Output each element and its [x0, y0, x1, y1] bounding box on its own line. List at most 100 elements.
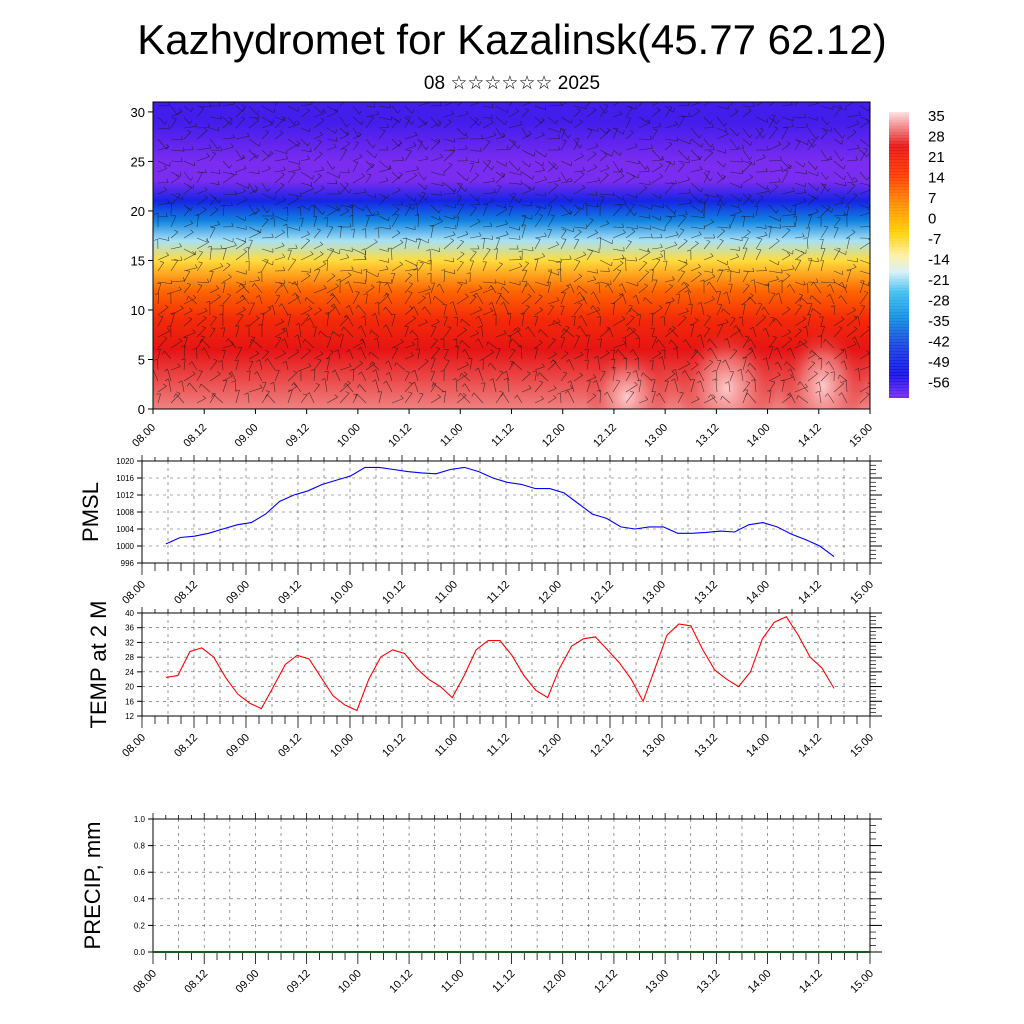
y-tick-label: 25 — [131, 154, 145, 169]
wind-barb-flag — [812, 144, 816, 148]
wind-barb-flag — [198, 171, 203, 173]
wind-barb-flag — [296, 120, 300, 124]
wind-barb — [300, 270, 311, 273]
wind-barb-flag — [679, 391, 684, 394]
wind-barb — [547, 244, 559, 250]
wind-barb-flag — [710, 219, 714, 223]
wind-barb — [469, 221, 481, 228]
wind-barb — [644, 297, 653, 305]
wind-barb — [625, 281, 638, 287]
wind-barb-flag — [302, 339, 305, 344]
wind-barb — [326, 307, 336, 316]
wind-barb — [274, 232, 285, 239]
wind-barb — [430, 215, 440, 221]
wind-barb — [742, 271, 749, 283]
wind-barb-flag — [815, 390, 820, 394]
wind-barb-flag — [465, 110, 469, 115]
wind-barb — [456, 395, 467, 404]
wind-barb — [482, 204, 488, 217]
wind-barb-flag — [256, 154, 259, 159]
wind-barb — [625, 105, 637, 110]
wind-barb — [573, 209, 581, 217]
wind-barb-flag — [584, 348, 589, 351]
wind-barb-flag — [620, 168, 623, 173]
wind-barb — [612, 270, 622, 283]
wind-barb — [729, 248, 740, 251]
wind-barb-flag — [361, 228, 366, 231]
wind-barb-flag — [154, 293, 159, 295]
wind-barb — [729, 204, 739, 209]
x-tick-label: 11.00 — [439, 968, 466, 995]
x-tick-label: 13.12 — [695, 968, 723, 996]
wind-barb — [287, 160, 300, 165]
wind-barb — [508, 226, 520, 231]
wind-barb — [183, 297, 197, 305]
wind-barb-flag — [185, 270, 190, 272]
wind-barb-flag — [302, 393, 307, 396]
wind-barb-flag — [166, 213, 168, 218]
wind-barb-flag — [670, 181, 675, 184]
wind-barb — [651, 215, 661, 221]
wind-barb-flag — [623, 130, 625, 135]
wind-barb-flag — [478, 158, 480, 163]
x-tick-label: 14.00 — [744, 732, 772, 760]
wind-barb-flag — [164, 368, 168, 372]
wind-barb-flag — [453, 316, 458, 319]
wind-barb — [339, 149, 347, 162]
wind-barb-flag — [644, 283, 648, 287]
wind-barb — [313, 253, 324, 261]
wind-barb — [664, 124, 678, 129]
wind-barb — [189, 382, 198, 393]
wind-barb — [807, 138, 814, 148]
wind-barb-flag — [554, 183, 558, 186]
wind-barb-flag — [811, 361, 816, 364]
wind-barb — [196, 281, 209, 283]
wind-barb — [727, 338, 731, 349]
wind-barb — [469, 116, 480, 126]
wind-barb — [430, 204, 440, 214]
wind-barb — [599, 174, 609, 184]
wind-barb-flag — [562, 371, 567, 374]
wind-barb — [248, 387, 263, 393]
wind-barb — [807, 214, 813, 228]
wind-barb — [820, 260, 824, 272]
wind-barb-flag — [518, 250, 523, 253]
wind-barb-flag — [542, 253, 546, 257]
wind-barb-flag — [723, 163, 726, 168]
wind-barb — [170, 194, 181, 206]
wind-barb — [612, 203, 626, 206]
wind-barb — [261, 313, 265, 327]
wind-barb — [625, 231, 636, 239]
wind-barb-flag — [698, 231, 702, 235]
wind-barb — [612, 175, 625, 184]
wind-barb — [742, 138, 751, 146]
wind-barb-flag — [712, 268, 714, 273]
wind-barb-flag — [465, 156, 468, 161]
wind-barb-flag — [397, 187, 401, 191]
wind-barb — [534, 204, 546, 210]
wind-barb — [677, 104, 690, 107]
wind-barb — [677, 179, 690, 184]
wind-barb — [726, 291, 731, 305]
wind-barb — [651, 109, 661, 118]
wind-barb — [722, 308, 731, 316]
wind-barb-flag — [427, 272, 432, 275]
wind-barb — [443, 316, 448, 327]
wind-barb — [326, 312, 330, 327]
wind-barb-flag — [675, 293, 680, 295]
wind-barb — [651, 360, 654, 371]
wind-barb-flag — [315, 383, 320, 385]
wind-barb-flag — [374, 153, 377, 158]
wind-barb — [703, 202, 705, 217]
wind-barb — [840, 295, 848, 305]
wind-barb — [664, 161, 672, 173]
wind-barb-flag — [218, 199, 222, 203]
wind-barb-flag — [413, 268, 418, 271]
wind-barb — [716, 204, 722, 217]
wind-barb — [360, 325, 367, 338]
wind-barb-flag — [552, 162, 557, 165]
wind-barb-flag — [767, 118, 769, 123]
wind-barb — [570, 283, 575, 294]
wind-barb-flag — [498, 295, 501, 299]
wind-barb-flag — [680, 270, 685, 272]
